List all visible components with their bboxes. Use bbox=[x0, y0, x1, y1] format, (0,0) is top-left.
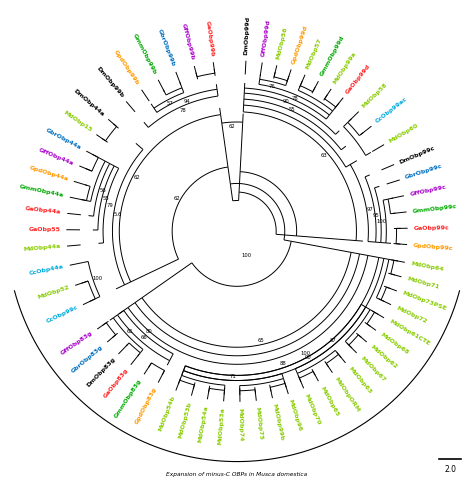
Text: MdObp44a: MdObp44a bbox=[23, 244, 61, 252]
Text: DmObp99d: DmObp99d bbox=[244, 16, 251, 55]
Text: 100: 100 bbox=[241, 253, 251, 258]
Text: MdObp57: MdObp57 bbox=[305, 37, 323, 70]
Text: 79: 79 bbox=[107, 203, 113, 208]
Text: GpdObp99d: GpdObp99d bbox=[291, 24, 309, 64]
Text: MdObp54a: MdObp54a bbox=[197, 405, 209, 443]
Text: GpdObp44a: GpdObp44a bbox=[28, 165, 69, 182]
Text: GmmObp99d: GmmObp99d bbox=[319, 35, 345, 77]
Text: MdObp70: MdObp70 bbox=[304, 393, 321, 426]
Text: 76: 76 bbox=[268, 83, 275, 88]
Text: CcObp99ac: CcObp99ac bbox=[374, 97, 408, 124]
Text: GaObp55: GaObp55 bbox=[28, 227, 60, 232]
Text: MdObp72: MdObp72 bbox=[395, 305, 428, 324]
Text: GaObp99b: GaObp99b bbox=[205, 20, 215, 57]
Text: GaObp99c: GaObp99c bbox=[413, 225, 449, 231]
Text: MdObp68: MdObp68 bbox=[379, 332, 410, 355]
Text: MdObp60: MdObp60 bbox=[388, 122, 419, 144]
Text: MdObp64: MdObp64 bbox=[410, 261, 444, 272]
Text: MdObp15: MdObp15 bbox=[63, 110, 93, 133]
Text: 61: 61 bbox=[127, 329, 134, 334]
Text: MdObp67: MdObp67 bbox=[359, 355, 386, 383]
Text: 100: 100 bbox=[301, 351, 310, 356]
Text: GmmObp83g: GmmObp83g bbox=[114, 378, 143, 419]
Text: MdObp99b: MdObp99b bbox=[271, 404, 284, 442]
Text: MdObp71: MdObp71 bbox=[407, 276, 440, 290]
Text: 87: 87 bbox=[329, 338, 336, 343]
Text: 62: 62 bbox=[229, 124, 236, 129]
Text: GmmObp99c: GmmObp99c bbox=[412, 204, 457, 214]
Text: MdObp58: MdObp58 bbox=[361, 82, 389, 109]
Text: GmmObp99b: GmmObp99b bbox=[132, 33, 158, 76]
Text: GpdObp99c: GpdObp99c bbox=[413, 243, 454, 250]
Text: DmObp44a: DmObp44a bbox=[73, 88, 105, 117]
Text: MdObp65: MdObp65 bbox=[319, 385, 339, 417]
Text: 71: 71 bbox=[229, 374, 236, 379]
Text: 55: 55 bbox=[289, 107, 295, 112]
Text: MdObp75: MdObp75 bbox=[255, 406, 263, 440]
Text: 90: 90 bbox=[304, 355, 311, 360]
Text: MdObp63: MdObp63 bbox=[347, 366, 373, 395]
Text: 97: 97 bbox=[367, 207, 374, 212]
Text: MdObp53a: MdObp53a bbox=[218, 407, 226, 445]
Text: MdObp74: MdObp74 bbox=[237, 408, 243, 441]
Text: GbrObp44a: GbrObp44a bbox=[45, 128, 82, 151]
Text: 100: 100 bbox=[92, 275, 102, 280]
Text: GffObp99c: GffObp99c bbox=[409, 184, 447, 197]
Text: MdObp62: MdObp62 bbox=[370, 344, 398, 370]
Text: GaObp44a: GaObp44a bbox=[25, 207, 62, 215]
Text: 80: 80 bbox=[146, 329, 152, 334]
Text: MdObp73PSE: MdObp73PSE bbox=[401, 291, 447, 312]
Text: CcObp44a: CcObp44a bbox=[29, 264, 64, 276]
Text: GmmObp44a: GmmObp44a bbox=[19, 185, 64, 199]
Text: GffObp99d: GffObp99d bbox=[261, 19, 271, 57]
Text: GffObp83g: GffObp83g bbox=[60, 330, 94, 356]
Text: 88: 88 bbox=[280, 361, 286, 366]
Text: 100: 100 bbox=[377, 219, 387, 224]
Text: 62: 62 bbox=[173, 197, 180, 202]
Text: 63: 63 bbox=[320, 153, 327, 158]
Text: 65: 65 bbox=[257, 338, 264, 343]
Text: GffObp99b: GffObp99b bbox=[181, 23, 195, 61]
Text: CcObp99c: CcObp99c bbox=[45, 305, 79, 324]
Text: MdObpORM: MdObpORM bbox=[334, 376, 361, 413]
Text: MdObp53b: MdObp53b bbox=[177, 401, 192, 439]
Text: DmObp83g: DmObp83g bbox=[85, 356, 116, 388]
Text: Expansion of minus-C OBPs in Musca domestica: Expansion of minus-C OBPs in Musca domes… bbox=[166, 472, 308, 477]
Text: GbrObp99b: GbrObp99b bbox=[157, 28, 176, 67]
Text: MdObp96: MdObp96 bbox=[288, 399, 302, 432]
Text: 78: 78 bbox=[291, 96, 298, 101]
Text: 56: 56 bbox=[100, 188, 107, 193]
Text: 57: 57 bbox=[167, 101, 174, 106]
Text: GbrObp83g: GbrObp83g bbox=[71, 344, 104, 374]
Text: GaObp83g: GaObp83g bbox=[102, 368, 129, 400]
Text: MdObp54b: MdObp54b bbox=[158, 395, 176, 432]
Text: 90: 90 bbox=[283, 99, 290, 104]
Text: 94: 94 bbox=[184, 99, 191, 104]
Text: MdObp99a: MdObp99a bbox=[332, 51, 357, 85]
Text: MdObp52: MdObp52 bbox=[37, 285, 70, 300]
Text: 2.0: 2.0 bbox=[444, 465, 456, 474]
Text: GaObp99d: GaObp99d bbox=[345, 63, 372, 94]
Text: 78: 78 bbox=[179, 108, 186, 113]
Text: GffObp44a: GffObp44a bbox=[38, 147, 75, 166]
Text: 55: 55 bbox=[103, 196, 109, 201]
Text: 62: 62 bbox=[134, 175, 140, 180]
Text: GpdObp99b: GpdObp99b bbox=[113, 49, 140, 86]
Text: 5.6: 5.6 bbox=[114, 213, 122, 218]
Text: MdObp61CTE: MdObp61CTE bbox=[388, 319, 430, 346]
Text: 95: 95 bbox=[373, 213, 379, 218]
Text: 66: 66 bbox=[140, 335, 147, 340]
Text: GbrObp99c: GbrObp99c bbox=[405, 164, 444, 181]
Text: DmObp99c: DmObp99c bbox=[399, 145, 436, 165]
Text: MdObp56: MdObp56 bbox=[276, 26, 289, 60]
Text: DmObp99b: DmObp99b bbox=[95, 66, 124, 98]
Text: GpdObp83g: GpdObp83g bbox=[134, 387, 158, 425]
